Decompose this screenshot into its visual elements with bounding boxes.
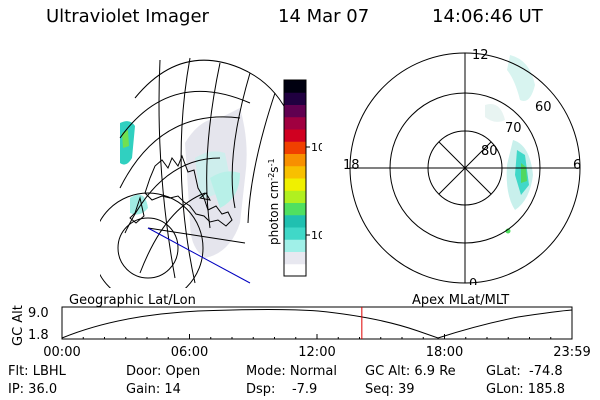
- altitude-time-plot: [61, 306, 573, 340]
- instrument-title: Ultraviolet Imager: [46, 6, 209, 27]
- colorbar-band: [284, 214, 306, 228]
- status-dsp: Dsp: -7.9: [246, 382, 318, 397]
- geo-grid-lines: [100, 57, 291, 288]
- mlt-label-18: 18: [343, 158, 360, 173]
- geo-aurora-emission: [120, 108, 247, 258]
- geographic-map: [100, 57, 291, 288]
- colorbar-band: [284, 141, 306, 154]
- altitude-ylabel: GC Alt: [11, 305, 26, 346]
- mlt-label-0: 0: [469, 277, 477, 285]
- colorbar-band: [284, 263, 306, 277]
- colorbar-band: [284, 116, 306, 130]
- status-glon: GLon: 185.8: [486, 382, 566, 397]
- altitude-ytick-low: 1.8: [28, 328, 49, 343]
- geo-coastlines: [129, 154, 233, 227]
- colorbar-band: [284, 202, 306, 216]
- date-label: 14 Mar 07: [278, 6, 370, 27]
- mlat-label-80: 80: [481, 144, 498, 159]
- colorbar-tick-100: 100: [311, 141, 322, 154]
- colorbar-gradient: [284, 80, 306, 277]
- colorbar-band: [284, 165, 306, 179]
- status-ip: IP: 36.0: [8, 382, 58, 397]
- colorbar-band: [284, 227, 306, 240]
- altitude-xtick: 18:00: [425, 345, 464, 360]
- colorbar-label: photon cm-2s-1: [267, 158, 281, 245]
- altitude-ytick-high: 9.0: [28, 306, 49, 321]
- status-gain: Gain: 14: [126, 382, 181, 397]
- status-glat: GLat: -74.8: [486, 364, 563, 379]
- mlat-label-70: 70: [505, 121, 522, 136]
- status-filter: Flt: LBHL: [8, 364, 66, 379]
- colorbar-band: [284, 104, 306, 118]
- altitude-curve: [61, 309, 573, 339]
- apex-polar-plot: 12 18 6 0 60 70 80: [343, 48, 581, 285]
- status-mode: Mode: Normal: [246, 364, 337, 379]
- apex-label: Apex MLat/MLT: [412, 293, 510, 308]
- mlt-label-12: 12: [472, 48, 489, 63]
- colorbar-band: [284, 239, 306, 252]
- colorbar-band: [284, 80, 306, 93]
- colorbar-tick-10: 10: [311, 229, 322, 242]
- colorbar-band: [284, 92, 306, 105]
- colorbar-band: [284, 190, 306, 203]
- status-door: Door: Open: [126, 364, 201, 379]
- geo-label: Geographic Lat/Lon: [69, 293, 196, 308]
- apex-grid: [349, 52, 581, 284]
- altitude-xtick: 12:00: [298, 345, 336, 360]
- colorbar-band: [284, 129, 306, 142]
- mlt-label-6: 6: [573, 158, 581, 173]
- colorbar-band: [284, 153, 306, 167]
- colorbar: 100 10 photon cm-2s-1: [267, 79, 322, 277]
- altitude-xtick: 00:00: [43, 345, 81, 360]
- colorbar-band: [284, 178, 306, 191]
- time-label: 14:06:46 UT: [432, 6, 543, 27]
- status-seq: Seq: 39: [365, 382, 415, 397]
- colorbar-band: [284, 251, 306, 265]
- altitude-xtick: 23:59: [553, 345, 591, 360]
- altitude-xtick: 06:00: [170, 345, 209, 360]
- apex-aurora-emission: [485, 55, 535, 234]
- status-gc-alt: GC Alt: 6.9 Re: [365, 364, 456, 379]
- mlat-label-60: 60: [535, 100, 552, 115]
